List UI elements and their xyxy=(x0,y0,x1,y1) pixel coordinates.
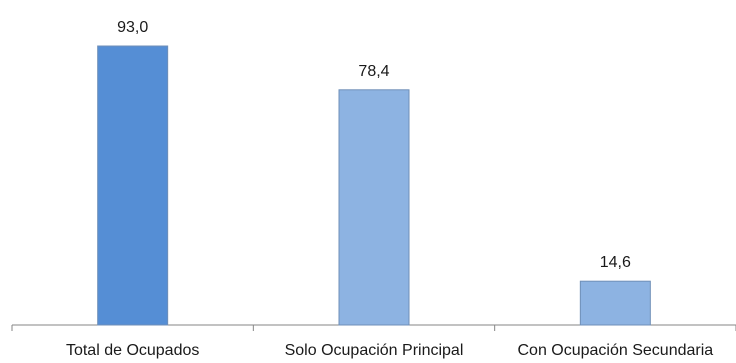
category-label-2: Solo Ocupación Principal xyxy=(285,342,464,359)
category-label-1: Total de Ocupados xyxy=(66,342,199,359)
bar-2 xyxy=(338,89,410,326)
data-label-2: 78,4 xyxy=(358,63,389,80)
category-label-3: Con Ocupación Secundaria xyxy=(517,342,713,359)
bar-1 xyxy=(97,45,169,326)
data-label-1: 93,0 xyxy=(117,19,148,36)
data-label-3: 14,6 xyxy=(600,254,631,271)
bar-3 xyxy=(579,280,651,326)
